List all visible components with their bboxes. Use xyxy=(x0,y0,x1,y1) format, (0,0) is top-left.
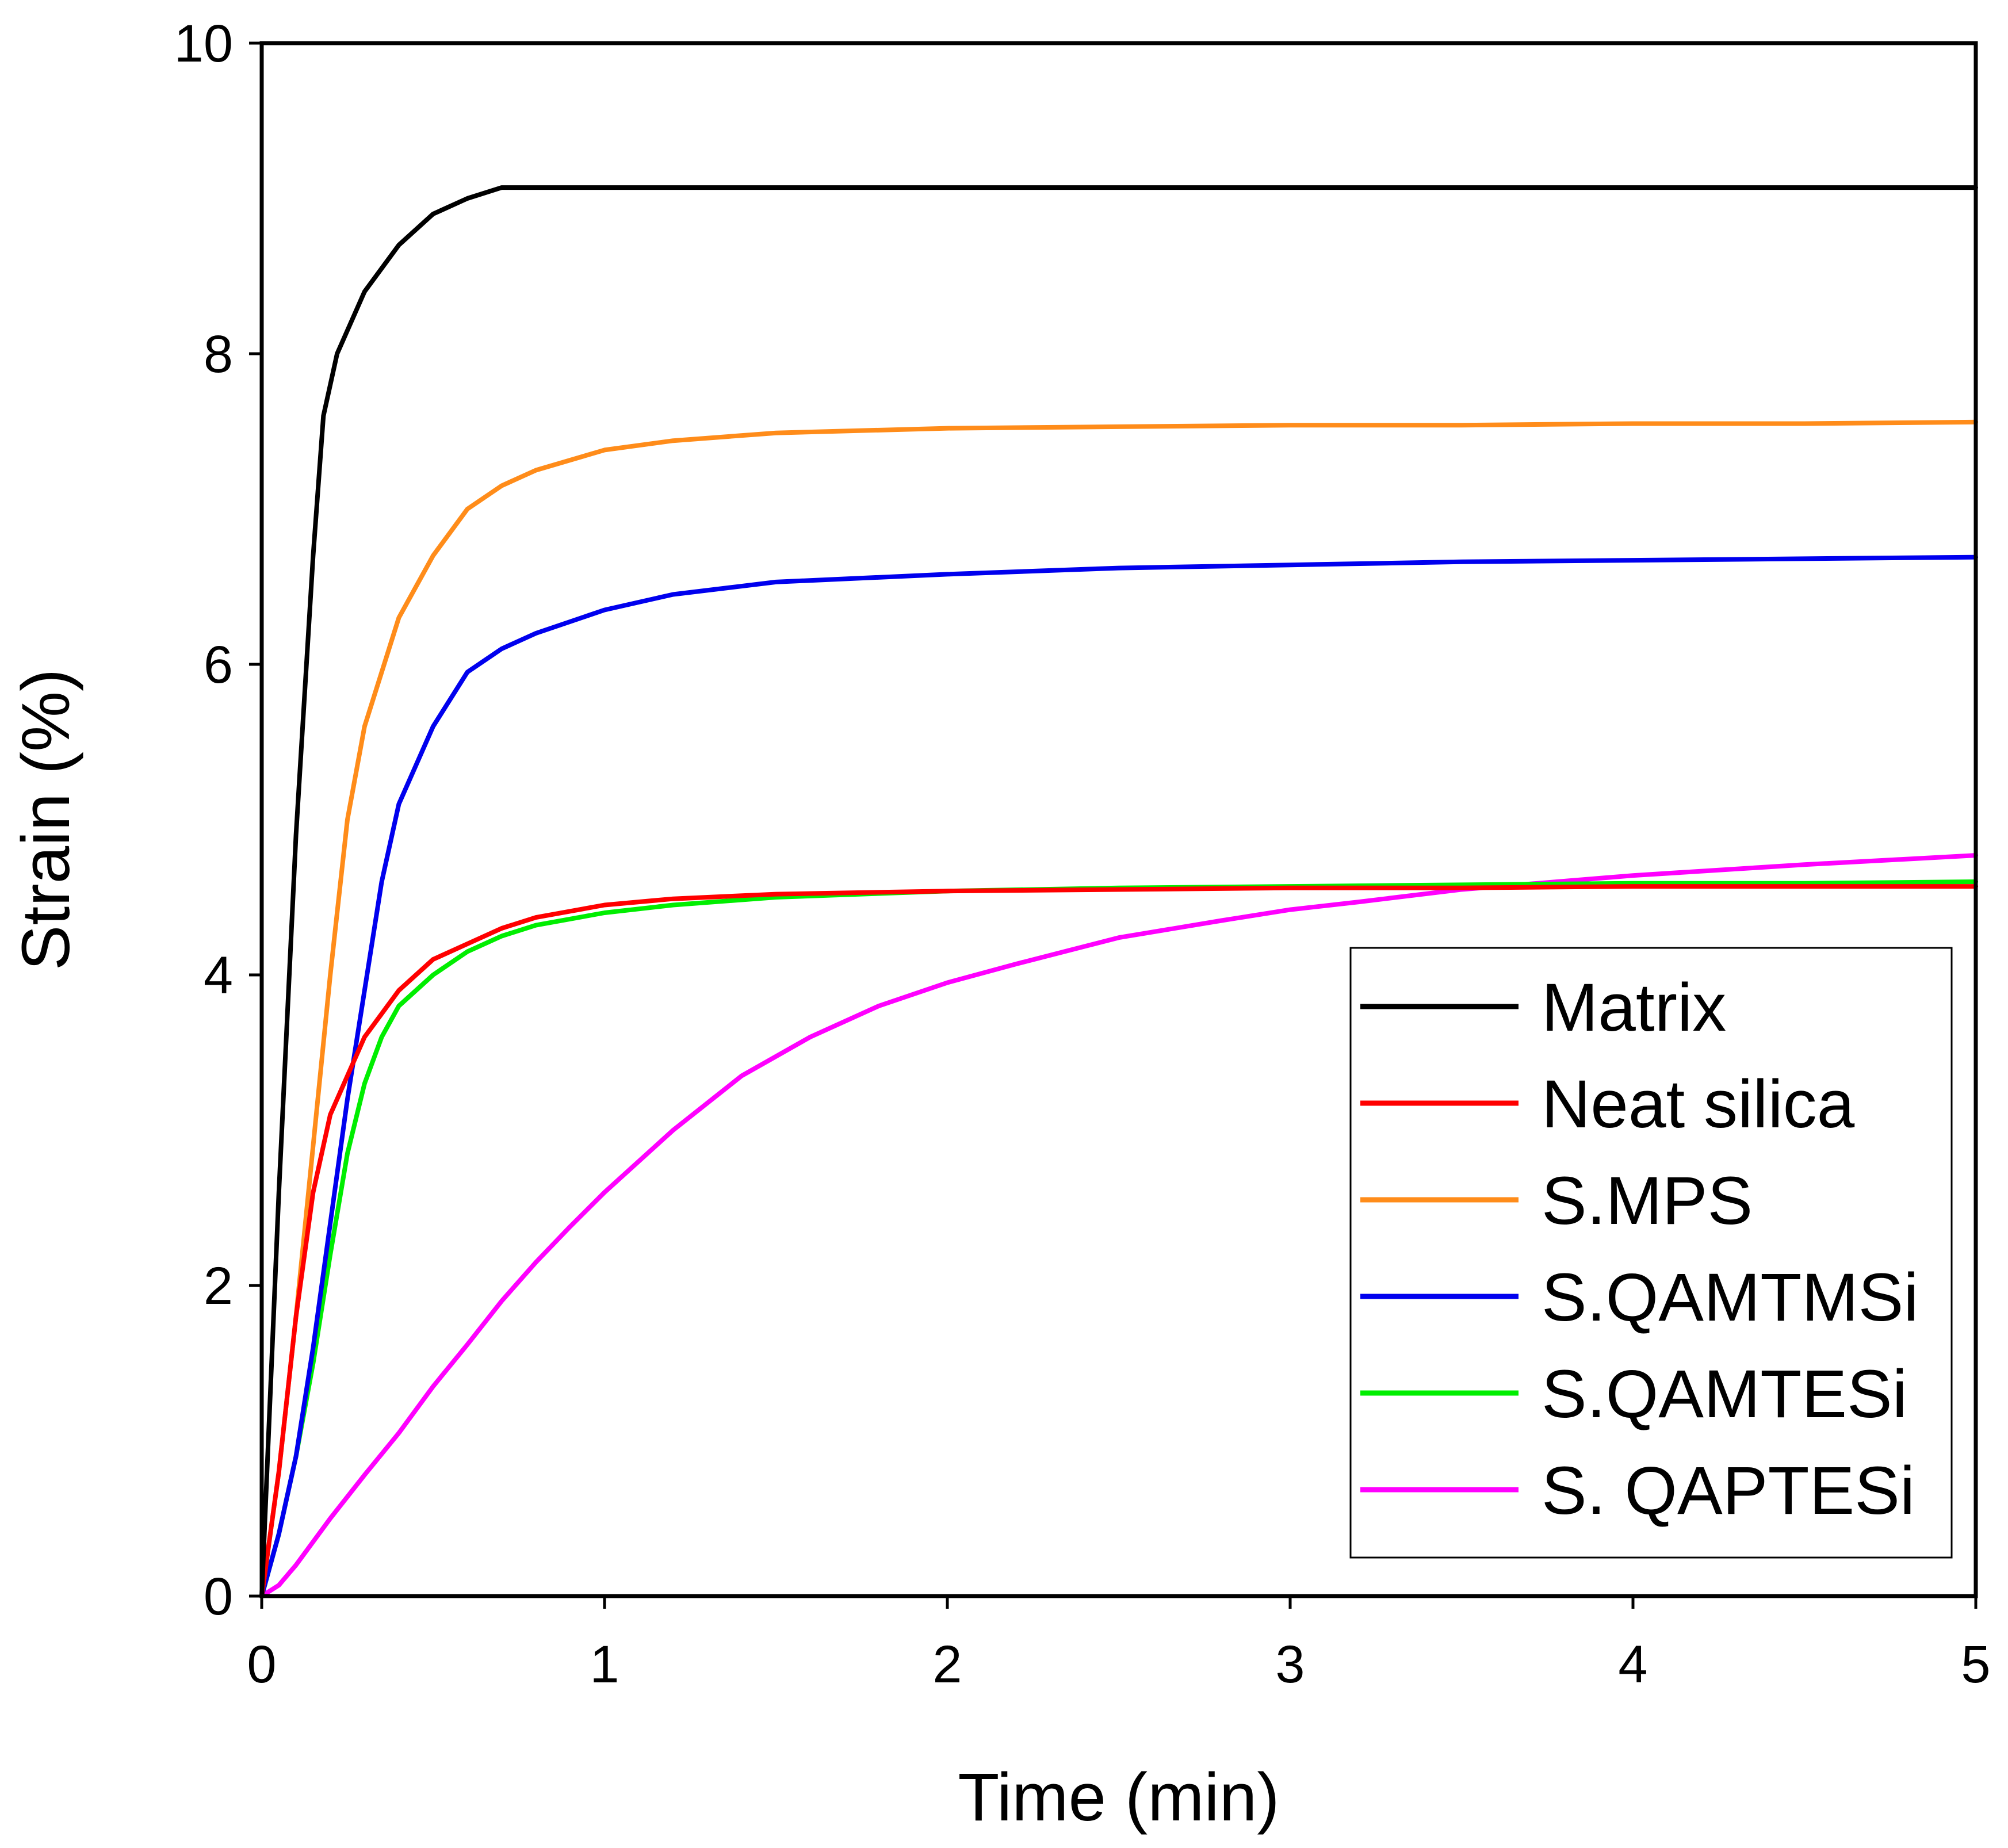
legend-label-s-qamtmsi: S.QAMTMSi xyxy=(1542,1260,1919,1336)
legend-label-s-qaptesi: S. QAPTESi xyxy=(1542,1453,1915,1529)
legend-label-neat-silica: Neat silica xyxy=(1542,1066,1855,1142)
legend-items: Matrix Neat silica S.MPS S.QAMTMSi S.QAMTESi… xyxy=(1360,970,1919,1529)
x-tick-label: 5 xyxy=(1961,1635,1990,1694)
x-tick-label: 3 xyxy=(1275,1635,1305,1694)
series-layer xyxy=(259,185,1978,1598)
legend: Matrix Neat silica S.MPS S.QAMTMSi S.QAMTESi… xyxy=(1349,947,1953,1559)
y-tick-label: 2 xyxy=(204,1257,233,1315)
x-axis-ticks: 0 1 2 3 4 5 xyxy=(247,1596,1991,1694)
x-tick-label: 4 xyxy=(1618,1635,1647,1694)
y-tick-label: 0 xyxy=(204,1567,233,1626)
x-axis-title: Time (min) xyxy=(958,1759,1279,1835)
legend-label-matrix: Matrix xyxy=(1542,970,1726,1046)
y-tick-label: 6 xyxy=(204,636,233,694)
y-axis-title: Strain (%) xyxy=(8,669,84,971)
series-line-s-qamtmsi xyxy=(259,554,1978,1598)
series-line-matrix xyxy=(259,185,1978,1598)
y-tick-label: 4 xyxy=(204,946,233,1005)
series-line-s-mps xyxy=(259,419,1978,1598)
series-line-neat-silica xyxy=(259,884,1978,1598)
legend-box xyxy=(1349,947,1953,1559)
y-tick-label: 8 xyxy=(204,325,233,384)
x-tick-label: 2 xyxy=(932,1635,962,1694)
x-tick-label: 1 xyxy=(590,1635,619,1694)
legend-label-s-mps: S.MPS xyxy=(1542,1163,1753,1239)
y-axis-ticks: 0 2 4 6 8 10 xyxy=(174,14,262,1626)
y-tick-label: 10 xyxy=(174,14,233,73)
legend-label-s-qamtesi: S.QAMTESi xyxy=(1542,1356,1907,1432)
series-line-s-qaptesi xyxy=(259,853,1978,1598)
x-tick-label: 0 xyxy=(247,1635,276,1694)
plot-area-frame xyxy=(259,41,1978,1598)
